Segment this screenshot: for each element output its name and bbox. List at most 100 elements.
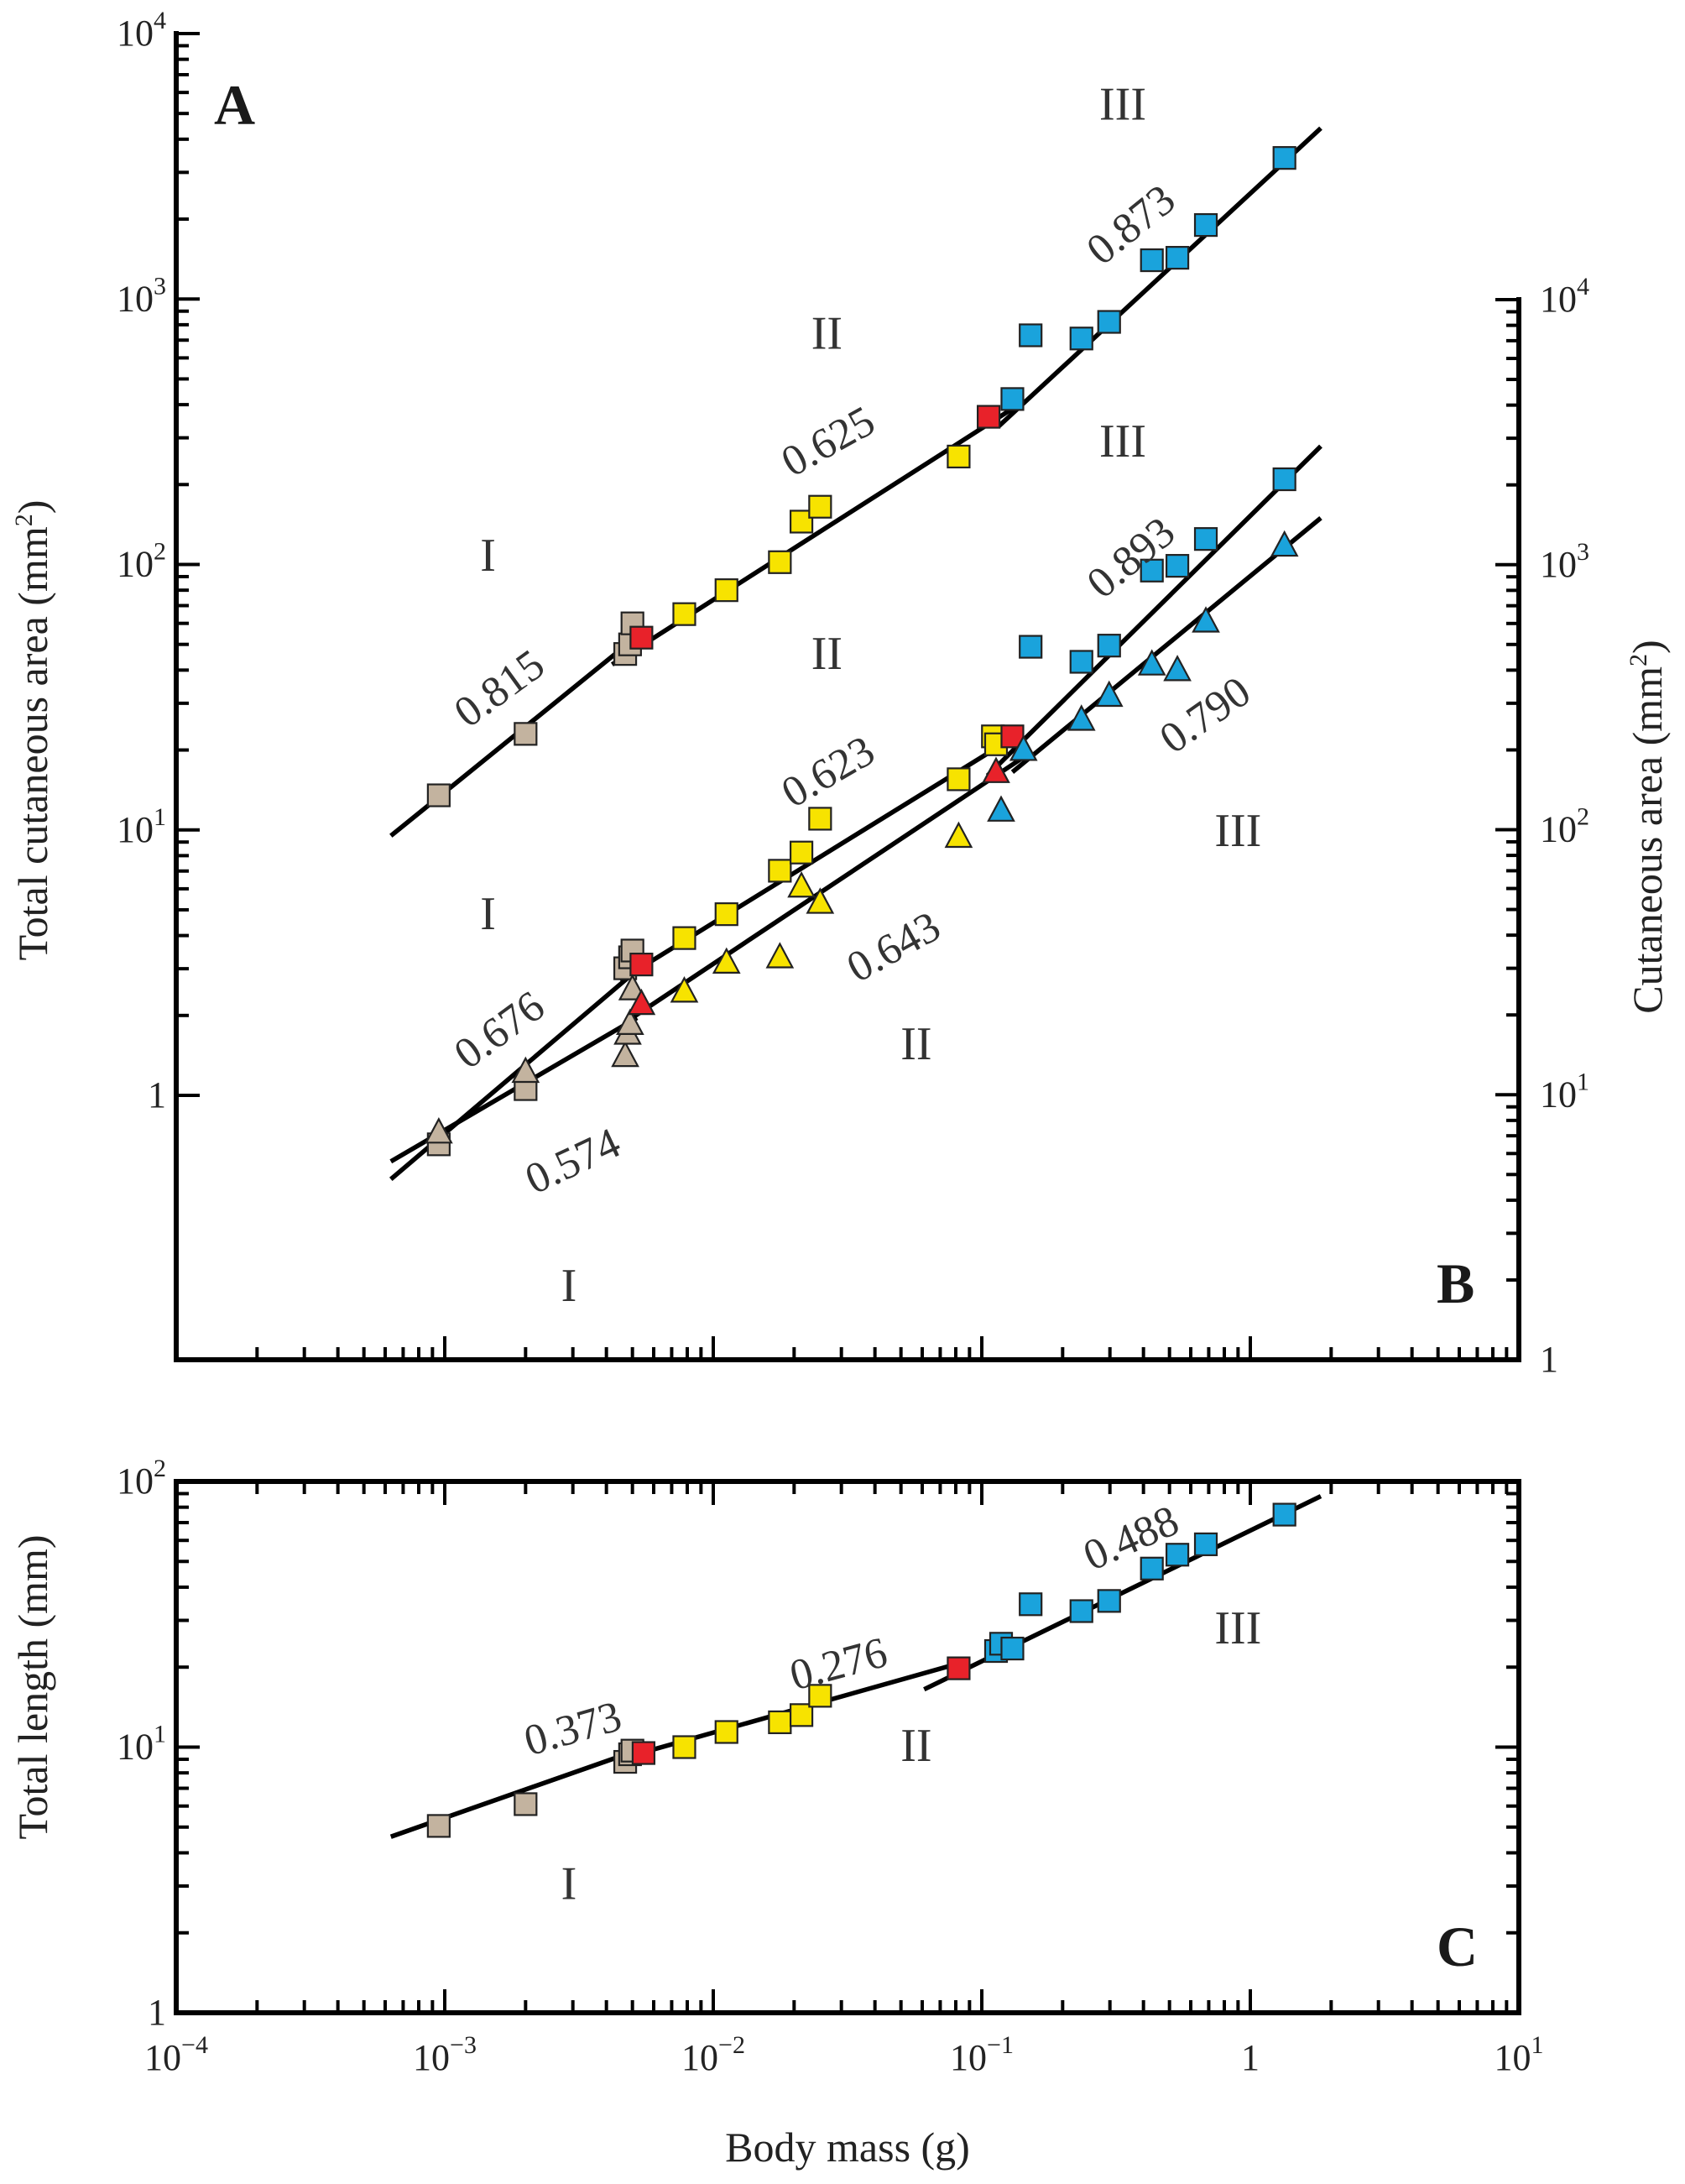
panel-c-point-square-8 bbox=[768, 1710, 792, 1735]
panel-b-slope-label-3: 0.676 bbox=[446, 982, 553, 1079]
panel-c-y-tick-label-1: 101 bbox=[117, 1721, 166, 1768]
panel-a-point-square-10 bbox=[808, 494, 832, 519]
x-tick-label-2: 10−2 bbox=[681, 2031, 745, 2078]
panel-b-slope-label-5: 0.893 bbox=[1078, 508, 1184, 608]
panel-b-phase-label-7: II bbox=[900, 1018, 931, 1070]
panel-a-phase-label-2: III bbox=[1099, 79, 1146, 131]
panel-a-point-square-5 bbox=[629, 625, 654, 650]
panel-b-point-square-5 bbox=[629, 953, 654, 977]
panel-b-point-square-21 bbox=[1272, 467, 1296, 492]
panel-b-point-triangle-38 bbox=[1067, 704, 1096, 731]
panel-c-point-square-17 bbox=[1097, 1589, 1121, 1613]
panel-c-point-square-19 bbox=[1165, 1543, 1190, 1567]
panel-a-y-axis-label: Total cutaneous area (mm2) bbox=[9, 500, 56, 961]
panel-b-point-triangle-24 bbox=[611, 1040, 639, 1068]
panel-b-y-tick-label-3: 103 bbox=[1540, 538, 1589, 585]
panel-c-point-square-20 bbox=[1193, 1532, 1218, 1556]
panel-c-point-square-9 bbox=[789, 1703, 814, 1727]
x-tick-label-1: 10−3 bbox=[413, 2031, 477, 2078]
panel-c-point-square-6 bbox=[672, 1735, 696, 1759]
panel-b-point-triangle-30 bbox=[712, 947, 741, 974]
panel-b-point-square-9 bbox=[789, 840, 814, 865]
panel-a-point-square-6 bbox=[672, 602, 696, 626]
panel-a-point-square-1 bbox=[514, 722, 538, 746]
panel-a-markers bbox=[426, 146, 1296, 807]
panel-b-y-tick-label-4: 104 bbox=[1540, 273, 1589, 320]
panel-b-point-square-11 bbox=[947, 767, 971, 792]
panel-b-phase-label-0: I bbox=[480, 888, 496, 940]
panel-a-label: A bbox=[214, 73, 255, 137]
panel-a-point-square-15 bbox=[1069, 327, 1093, 351]
panel-b-point-triangle-39 bbox=[1094, 680, 1124, 708]
panel-b-fit-line-2 bbox=[985, 444, 1322, 778]
panel-c-y-tick-label-2: 102 bbox=[117, 1455, 166, 1502]
panel-c-point-square-21 bbox=[1272, 1502, 1296, 1527]
panel-a-point-square-16 bbox=[1097, 310, 1121, 334]
panel-b-fit-line-5 bbox=[1010, 516, 1322, 774]
panel-c-slope-label-4: 0.276 bbox=[785, 1628, 893, 1700]
panel-a-slope-label-4: 0.625 bbox=[774, 397, 883, 487]
panel-c-point-square-7 bbox=[714, 1720, 738, 1744]
x-tick-label-0: 10−4 bbox=[144, 2031, 208, 2078]
panel-c-point-square-16 bbox=[1069, 1599, 1093, 1623]
x-axis-label: Body mass (g) bbox=[725, 2124, 970, 2171]
panel-c-slope-label-3: 0.373 bbox=[519, 1692, 627, 1765]
panel-b-point-square-17 bbox=[1097, 634, 1121, 658]
panel-b-slope-label-10: 0.643 bbox=[839, 902, 948, 992]
panel-b-point-triangle-33 bbox=[806, 887, 835, 914]
panel-c-frame bbox=[174, 1479, 1521, 2015]
panel-b-point-triangle-29 bbox=[670, 976, 699, 1003]
panel-b-point-triangle-32 bbox=[787, 870, 816, 898]
panel-b-point-triangle-43 bbox=[1270, 530, 1299, 557]
panel-b-point-triangle-31 bbox=[765, 942, 795, 969]
panel-b-slope-label-11: 0.790 bbox=[1151, 667, 1260, 763]
panel-c-point-square-15 bbox=[1019, 1592, 1043, 1617]
panel-b-markers bbox=[425, 467, 1299, 1157]
panel-c-label: C bbox=[1437, 1915, 1478, 1978]
panel-c-point-square-1 bbox=[514, 1792, 538, 1816]
panel-c-y-axis-label: Total length (mm) bbox=[9, 1534, 56, 1839]
panel-b-point-triangle-40 bbox=[1137, 649, 1166, 676]
panel-b-point-square-19 bbox=[1165, 554, 1190, 578]
panel-c-markers bbox=[426, 1502, 1296, 1838]
panel-a-y-tick-label-0: 1 bbox=[148, 1074, 166, 1116]
panel-b-point-square-18 bbox=[1140, 558, 1164, 583]
panel-b-annotations: IIIIII0.6760.6230.893IIIIII0.5740.6430.7… bbox=[446, 415, 1261, 1312]
panel-b-point-square-6 bbox=[672, 926, 696, 950]
panel-a-point-square-7 bbox=[714, 578, 738, 603]
panel-a-point-square-11 bbox=[947, 444, 971, 469]
panel-b-point-triangle-35 bbox=[982, 756, 1010, 783]
panel-b-phase-label-2: III bbox=[1099, 415, 1146, 468]
panel-b-phase-label-8: III bbox=[1214, 805, 1261, 857]
panel-b-point-square-16 bbox=[1069, 650, 1093, 674]
panel-a-point-square-19 bbox=[1193, 212, 1218, 238]
panel-b-point-square-10 bbox=[808, 807, 832, 831]
panel-c-phase-label-2: III bbox=[1214, 1602, 1261, 1654]
panel-c-point-square-11 bbox=[947, 1656, 971, 1680]
panel-c-point-square-0 bbox=[426, 1814, 451, 1838]
panel-b-label: B bbox=[1437, 1251, 1474, 1315]
x-tick-label-5: 101 bbox=[1495, 2031, 1544, 2078]
panel-b-point-triangle-42 bbox=[1192, 606, 1220, 633]
panel-b-point-square-20 bbox=[1193, 527, 1218, 551]
panel-b-y-tick-label-2: 102 bbox=[1540, 803, 1589, 850]
panel-a-point-square-0 bbox=[426, 783, 451, 807]
panel-c-phase-label-0: I bbox=[561, 1858, 577, 1910]
panel-b-point-triangle-27 bbox=[618, 974, 647, 1001]
panel-c-y-tick-label-0: 1 bbox=[148, 1992, 166, 2033]
x-tick-label-4: 1 bbox=[1241, 2037, 1260, 2078]
panel-a-y-tick-label-1: 101 bbox=[117, 803, 166, 850]
panel-c-axes: 1 101 102 10−4 10−3 10−2 10−1 1 101 bbox=[117, 1455, 1544, 2078]
panel-a-point-square-20 bbox=[1272, 146, 1296, 170]
panel-b-phase-label-6: I bbox=[561, 1260, 577, 1312]
panel-c-point-square-14 bbox=[1000, 1636, 1025, 1661]
panel-c-point-square-18 bbox=[1140, 1556, 1164, 1581]
panel-a-y-tick-label-4: 104 bbox=[117, 7, 166, 54]
panel-a-point-square-17 bbox=[1140, 248, 1164, 273]
x-tick-label-3: 10−1 bbox=[950, 2031, 1014, 2078]
panel-b-point-square-7 bbox=[714, 902, 738, 927]
panel-a-point-square-13 bbox=[1000, 387, 1025, 411]
panel-b-point-square-15 bbox=[1019, 635, 1043, 659]
